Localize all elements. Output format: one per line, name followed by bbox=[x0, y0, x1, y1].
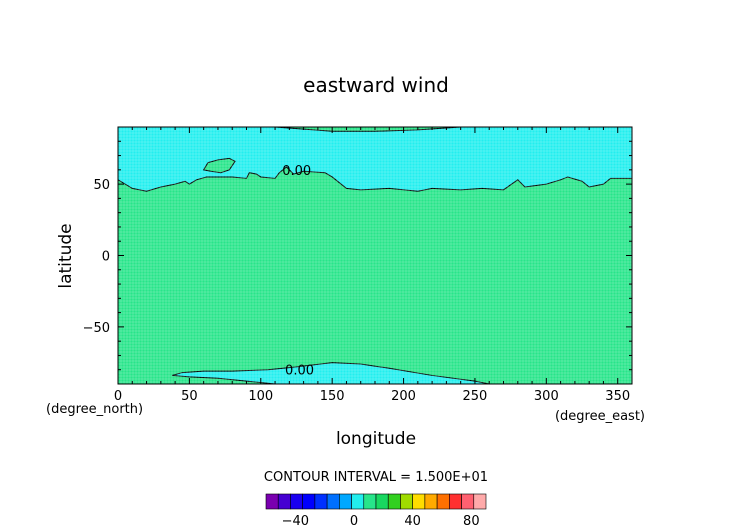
contour-interval-label: CONTOUR INTERVAL = 1.500E+01 bbox=[264, 470, 488, 485]
colorbar-swatch bbox=[302, 493, 316, 510]
contour-labels: 0.00 0.00 bbox=[282, 164, 314, 379]
colorbar-swatch bbox=[290, 493, 303, 510]
zero-contour-north bbox=[118, 166, 632, 192]
x-tick-label: 250 bbox=[463, 389, 488, 404]
negative-region-south bbox=[172, 362, 490, 384]
x-unit-label: (degree_east) bbox=[555, 409, 645, 424]
x-axis-label: longitude bbox=[336, 429, 416, 449]
colorbar-swatch bbox=[424, 493, 438, 510]
colorbar-swatch bbox=[277, 493, 291, 510]
plot-area: 0 50 100 150 200 250 300 350 −50 0 50 0.00 0.00 bbox=[83, 126, 633, 404]
colorbar-swatch bbox=[461, 493, 475, 510]
colorbar-tick-label: 0 bbox=[350, 514, 358, 529]
y-unit-label: (degree_north) bbox=[46, 402, 143, 417]
y-tick-label: −50 bbox=[83, 321, 110, 336]
x-tick-label: 100 bbox=[248, 389, 273, 404]
colorbar-swatch bbox=[449, 493, 462, 510]
colorbar-swatch bbox=[436, 493, 450, 510]
x-tick-label: 150 bbox=[320, 389, 345, 404]
y-axis-label: latitude bbox=[56, 223, 76, 288]
x-tick-label: 350 bbox=[605, 389, 630, 404]
colorbar bbox=[265, 493, 487, 510]
colorbar-swatch bbox=[400, 493, 413, 510]
colorbar-swatch bbox=[387, 493, 401, 510]
x-tick-label: 200 bbox=[391, 389, 416, 404]
x-tick-label: 300 bbox=[534, 389, 559, 404]
colorbar-tick-label: −40 bbox=[282, 514, 309, 529]
contour-label: 0.00 bbox=[282, 164, 311, 179]
x-tick-label: 50 bbox=[181, 389, 198, 404]
x-ticks: 0 50 100 150 200 250 300 350 bbox=[114, 127, 633, 404]
negative-region-north bbox=[118, 127, 632, 192]
colorbar-swatch bbox=[412, 493, 426, 510]
y-tick-label: 0 bbox=[102, 250, 110, 265]
y-tick-label: 50 bbox=[93, 178, 110, 193]
colorbar-swatch bbox=[363, 493, 377, 510]
colorbar-swatch bbox=[351, 493, 365, 510]
colorbar-tick-label: 40 bbox=[404, 514, 421, 529]
y-ticks: −50 0 50 bbox=[83, 126, 632, 385]
positive-island bbox=[202, 157, 236, 174]
colorbar-swatch bbox=[265, 493, 279, 510]
colorbar-swatch bbox=[326, 493, 340, 510]
chart-title: eastward wind bbox=[303, 73, 449, 97]
colorbar-tick-label: 80 bbox=[463, 514, 480, 529]
colorbar-swatch bbox=[473, 493, 487, 510]
contour-label: 0.00 bbox=[285, 364, 314, 379]
x-tick-label: 0 bbox=[114, 389, 122, 404]
colorbar-swatch bbox=[375, 493, 389, 510]
grid bbox=[118, 127, 632, 384]
colorbar-ticks: −40 0 40 80 bbox=[282, 514, 480, 529]
positive-cap-north bbox=[275, 127, 461, 132]
colorbar-swatch bbox=[339, 493, 352, 510]
colorbar-swatch bbox=[314, 493, 328, 510]
